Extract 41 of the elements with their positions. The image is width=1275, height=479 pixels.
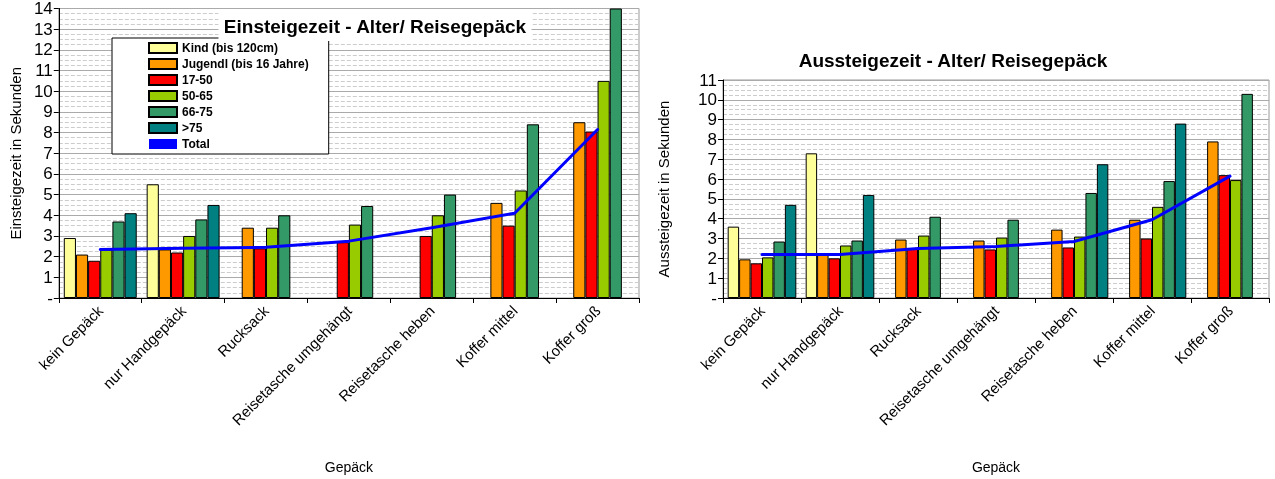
- legend-label: 66-75: [182, 105, 214, 119]
- y-tick-label: 1: [707, 268, 717, 288]
- y-tick-label: 14: [33, 0, 53, 18]
- y-tick-label: 3: [707, 229, 717, 249]
- y-tick-label: 7: [43, 143, 53, 163]
- y-tick-label: 10: [33, 81, 53, 101]
- y-tick-label: 8: [43, 123, 53, 143]
- legend-label: 17-50: [182, 73, 214, 87]
- y-axis-title: Einsteigezeit in Sekunden: [7, 66, 24, 240]
- chart-title: Aussteigezeit - Alter/ Reisegepäck: [798, 50, 1108, 71]
- line-series: [760, 174, 1232, 256]
- y-tick-label: 13: [33, 19, 53, 39]
- y-tick-label: 5: [707, 189, 717, 209]
- y-tick-label: 2: [707, 248, 717, 268]
- y-tick-label: 11: [35, 61, 53, 81]
- y-tick-label: -: [47, 288, 53, 308]
- y-axis-title: Aussteigezeit in Sekunden: [655, 100, 672, 278]
- legend-label: Kind (bis 120cm): [182, 41, 279, 55]
- y-tick-label: 8: [707, 129, 717, 149]
- legend-label: Total: [182, 137, 210, 151]
- legend-label: Jugendl (bis 16 Jahre): [182, 57, 309, 71]
- chart-title: Einsteigezeit - Alter/ Reisegepäck: [223, 16, 527, 37]
- y-tick-label: 4: [43, 205, 53, 225]
- y-tick-label: 9: [43, 102, 53, 122]
- y-tick-label: 1: [43, 267, 53, 287]
- y-tick-label: 6: [707, 169, 717, 189]
- y-tick-label: 9: [707, 110, 717, 130]
- y-tick-label: 10: [698, 90, 717, 110]
- y-tick-label: -: [711, 288, 717, 308]
- y-tick-label: 5: [43, 185, 53, 205]
- legend-label: >75: [182, 121, 203, 135]
- y-tick-label: 12: [33, 40, 53, 60]
- y-tick-label: 11: [699, 70, 717, 90]
- x-axis-title: Gepäck: [971, 459, 1022, 475]
- y-tick-label: 2: [43, 247, 53, 267]
- legend-label: 50-65: [182, 89, 214, 103]
- y-tick-label: 4: [707, 209, 717, 229]
- y-tick-label: 7: [707, 149, 717, 169]
- x-axis-title: Gepäck: [324, 459, 375, 475]
- y-tick-label: 3: [43, 226, 53, 246]
- y-tick-label: 6: [43, 164, 53, 184]
